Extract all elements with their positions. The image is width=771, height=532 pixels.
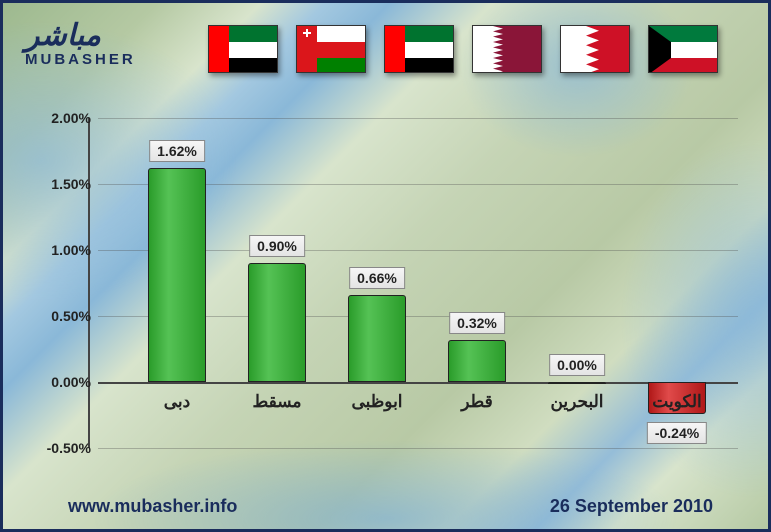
- x-category-label: الكويت: [652, 392, 702, 412]
- grid-line: [98, 448, 738, 449]
- x-category-label: قطر: [461, 392, 492, 412]
- brand-logo: مباشر MUBASHER: [25, 21, 136, 68]
- y-tick-label: 1.50%: [51, 176, 91, 192]
- y-tick-label: -0.50%: [47, 440, 91, 456]
- flag-bahrain-icon: [560, 25, 630, 73]
- x-category-label: مسقط: [252, 392, 301, 412]
- value-label: 0.00%: [549, 354, 605, 376]
- value-label: 0.32%: [449, 312, 505, 334]
- main-container: مباشر MUBASHER 1.62% دبى 0.90% مسقط 0.66% ابو…: [0, 0, 771, 532]
- flags-row: [208, 25, 718, 73]
- logo-arabic: مباشر: [25, 21, 136, 51]
- bar: [148, 168, 206, 382]
- y-tick-label: 1.00%: [51, 242, 91, 258]
- logo-latin: MUBASHER: [25, 51, 136, 68]
- x-category-label: دبى: [164, 392, 190, 412]
- plot-region: 1.62% دبى 0.90% مسقط 0.66% ابوظبى 0.32% قطر 0.00…: [98, 118, 738, 448]
- y-axis: [88, 118, 90, 448]
- x-category-label: ابوظبى: [351, 392, 402, 412]
- flag-uae2-icon: [384, 25, 454, 73]
- x-category-label: البحرين: [550, 392, 603, 412]
- y-tick-label: 2.00%: [51, 110, 91, 126]
- footer-date: 26 September 2010: [550, 496, 713, 517]
- footer-url: www.mubasher.info: [68, 496, 237, 517]
- value-label: 1.62%: [149, 140, 205, 162]
- bar: [248, 263, 306, 382]
- flag-kuwait-icon: [648, 25, 718, 73]
- bar-chart: 1.62% دبى 0.90% مسقط 0.66% ابوظبى 0.32% قطر 0.00…: [33, 118, 743, 478]
- flag-qatar-icon: [472, 25, 542, 73]
- value-label: 0.90%: [249, 235, 305, 257]
- flag-oman-icon: [296, 25, 366, 73]
- value-label: 0.66%: [349, 267, 405, 289]
- flag-uae-icon: [208, 25, 278, 73]
- bar: [548, 382, 606, 384]
- zero-axis-line: [98, 382, 738, 384]
- bar: [448, 340, 506, 382]
- y-tick-label: 0.00%: [51, 374, 91, 390]
- y-tick-label: 0.50%: [51, 308, 91, 324]
- grid-line: [98, 118, 738, 119]
- bar: [348, 295, 406, 382]
- value-label: -0.24%: [647, 422, 707, 444]
